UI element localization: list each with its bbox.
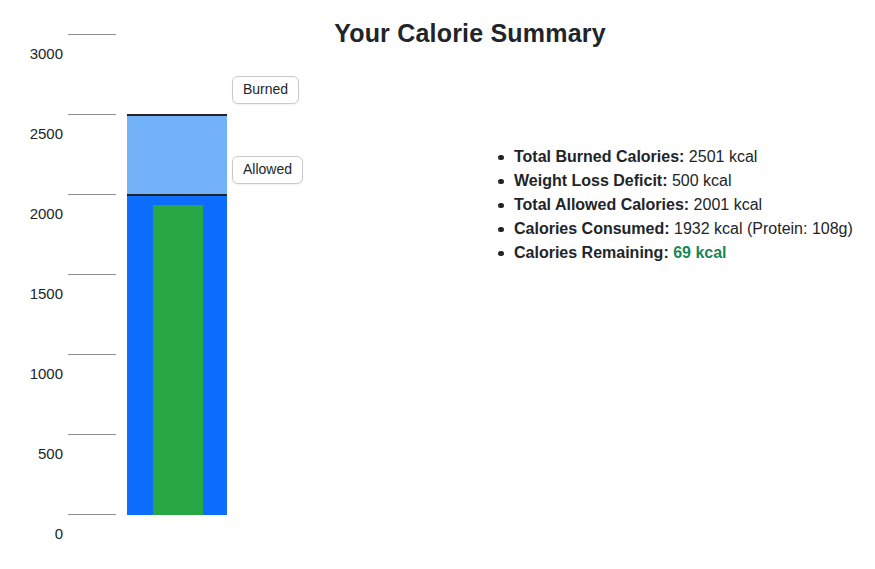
summary-item-value: 69 kcal [673,244,726,261]
y-axis-tick [68,114,116,115]
y-axis-tick [68,194,116,195]
summary-item-value: 2501 kcal [689,148,758,165]
calorie-bar-chart: 0 500 1000 1500 2000 2500 3000 Burned Allowed [0,0,500,569]
summary-item-remaining: Calories Remaining: 69 kcal [497,241,853,265]
y-axis-tick-label: 3000 [0,46,63,61]
y-axis-tick-label: 2000 [0,206,63,221]
summary-item-value: 1932 kcal (Protein: 108g) [674,220,853,237]
y-axis-tick [68,274,116,275]
summary-item-value: 500 kcal [672,172,732,189]
summary-item-deficit: Weight Loss Deficit: 500 kcal [497,169,853,193]
summary-item-label: Weight Loss Deficit: [514,172,668,189]
y-axis-tick-label: 1000 [0,366,63,381]
summary-item-label: Total Allowed Calories: [514,196,689,213]
y-axis-tick [68,34,116,35]
summary-item-label: Calories Consumed: [514,220,670,237]
summary-list: Total Burned Calories: 2501 kcal Weight … [497,145,853,265]
y-axis-tick-label: 1500 [0,286,63,301]
calorie-summary-page: Your Calorie Summary 0500100015002000250… [0,0,875,569]
y-axis-tick [68,434,116,435]
summary-item-label: Total Burned Calories: [514,148,684,165]
legend-label-allowed: Allowed [232,156,303,184]
y-axis-tick-label: 0 [0,526,63,541]
y-axis-tick [68,514,116,515]
summary-item-burned: Total Burned Calories: 2501 kcal [497,145,853,169]
summary-item-label: Calories Remaining: [514,244,669,261]
y-axis-tick-label: 500 [0,446,63,461]
legend-label-burned: Burned [232,76,299,104]
y-axis-tick [68,354,116,355]
summary-item-consumed: Calories Consumed: 1932 kcal (Protein: 1… [497,217,853,241]
summary-item-value: 2001 kcal [694,196,763,213]
summary-item-allowed: Total Allowed Calories: 2001 kcal [497,193,853,217]
y-axis-tick-label: 2500 [0,126,63,141]
bar-consumed [153,205,203,515]
